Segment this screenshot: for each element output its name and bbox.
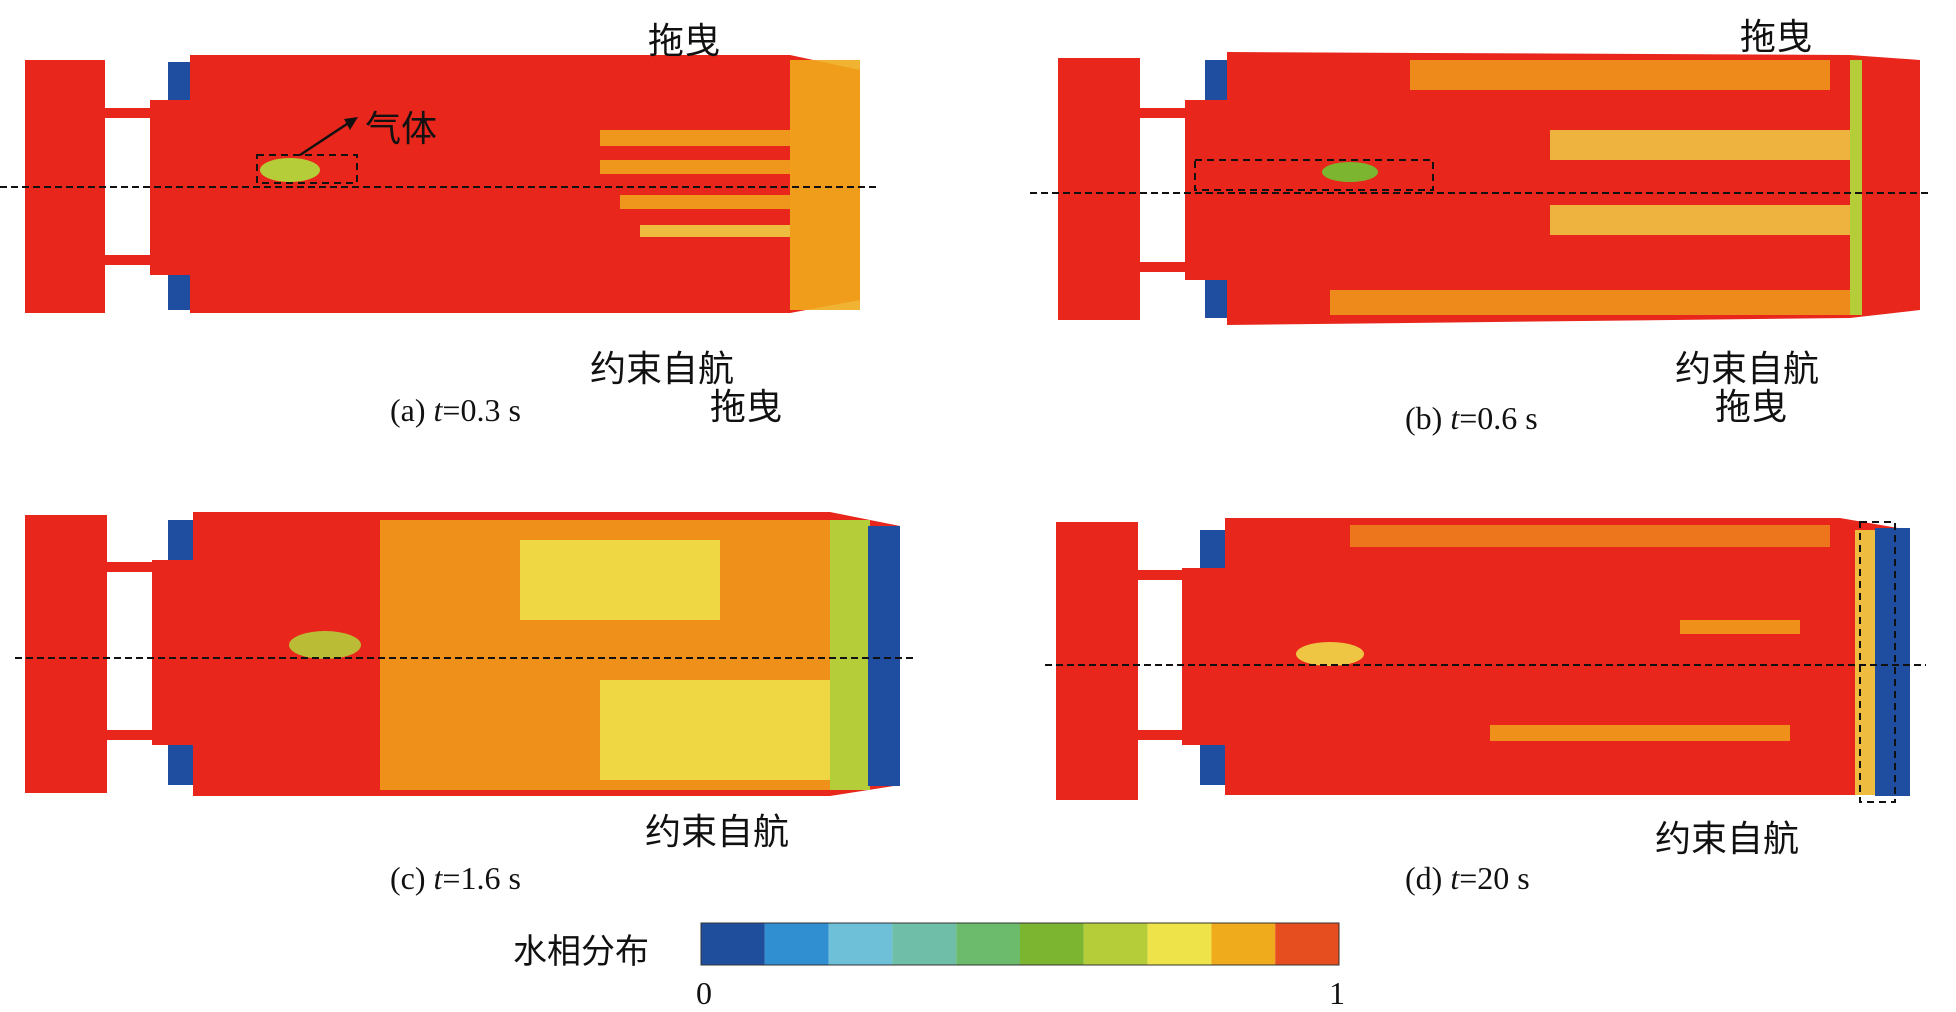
colorbar-segment: [828, 923, 893, 965]
colorbar-segment: [1083, 923, 1148, 965]
colorbar-segment: [1020, 923, 1084, 965]
contour-plot-a: [0, 55, 880, 313]
contour-plot-d: [1045, 518, 1926, 803]
colorbar-segment: [764, 923, 829, 965]
panel-b: 拖曳 约束自航 (b) t=0.6 s: [1030, 0, 1956, 440]
panel-c: 拖曳 约束自航 (c) t=1.6 s: [0, 387, 980, 910]
caption-b: (b) t=0.6 s: [1405, 400, 1538, 436]
colorbar-segment: [701, 923, 765, 965]
contour-plot-b: [1030, 52, 1930, 325]
drag-label-b: 拖曳: [1740, 17, 1813, 58]
self-propulsion-label-a: 约束自航: [590, 349, 735, 390]
colorbar-segment: [1275, 923, 1339, 965]
contour-plot-c: [15, 512, 915, 796]
self-propulsion-label-c: 约束自航: [645, 812, 790, 853]
colorbar-segment: [1147, 923, 1212, 965]
colorbar: [700, 922, 1340, 966]
caption-c: (c) t=1.6 s: [390, 860, 521, 896]
colorbar-title: 水相分布: [513, 932, 649, 972]
caption-d: (d) t=20 s: [1405, 860, 1530, 896]
colorbar-segment: [956, 923, 1020, 965]
self-propulsion-label-d: 约束自航: [1655, 819, 1800, 860]
drag-label-c: 拖曳: [710, 387, 783, 428]
caption-a: (a) t=0.3 s: [390, 392, 521, 428]
self-propulsion-label-b: 约束自航: [1675, 349, 1820, 390]
panel-a: 气体 拖曳 约束自航 (a) t=0.3 s: [0, 0, 980, 440]
drag-label-a: 拖曳: [648, 21, 721, 62]
panel-d: 拖曳 约束自航 (d) t=20 s: [1030, 387, 1956, 910]
colorbar-border: [700, 922, 1340, 966]
colorbar-min-label: 0: [696, 975, 712, 1011]
drag-label-d: 拖曳: [1715, 387, 1788, 428]
colorbar-max-label: 1: [1329, 975, 1345, 1011]
colorbar-segment: [1211, 923, 1276, 965]
colorbar-segment: [892, 923, 957, 965]
gas-label-a: 气体: [365, 109, 438, 150]
